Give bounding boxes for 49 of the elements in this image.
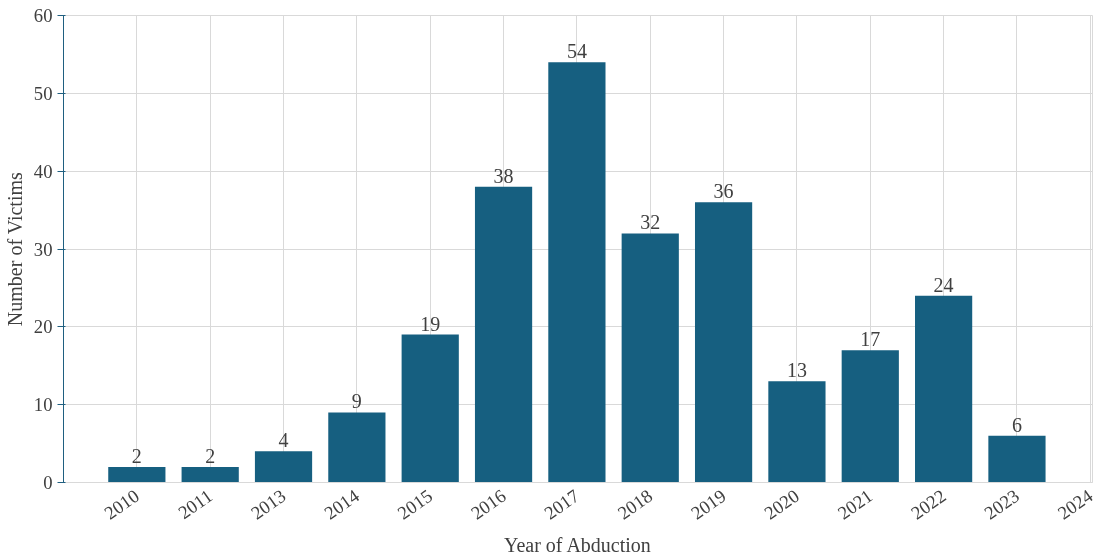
x-axis-title: Year of Abduction — [504, 533, 651, 556]
bar — [108, 466, 166, 483]
data-label: 32 — [640, 211, 661, 234]
bar — [328, 412, 386, 483]
x-tick-label: 2017 — [540, 484, 583, 524]
bar — [841, 350, 899, 483]
y-tick-label: 50 — [33, 82, 53, 104]
data-label: 9 — [351, 390, 362, 413]
y-tick-label: 30 — [33, 238, 53, 260]
bar — [181, 466, 239, 483]
x-tick-label: 2013 — [246, 484, 290, 524]
data-label: 19 — [420, 312, 441, 335]
x-tick-label: 2011 — [174, 484, 217, 524]
bar — [768, 381, 826, 483]
data-label: 24 — [933, 273, 954, 296]
x-tick-label: 2020 — [760, 484, 803, 524]
x-tick-label: 2014 — [320, 484, 364, 524]
x-tick-label: 2023 — [980, 484, 1023, 524]
y-tick-label: 10 — [33, 394, 53, 416]
x-tick-label: 2015 — [393, 484, 437, 524]
data-label: 54 — [566, 40, 587, 63]
data-label: 17 — [860, 328, 881, 351]
bar — [548, 62, 606, 483]
data-label: 2 — [131, 444, 142, 467]
data-label: 38 — [493, 164, 514, 187]
y-tick-label: 40 — [33, 160, 53, 182]
x-tick-label: 2024 — [1053, 484, 1097, 524]
bar — [694, 202, 753, 483]
bar — [401, 334, 459, 483]
data-label: 13 — [786, 359, 807, 382]
data-label: 6 — [1011, 413, 1022, 436]
data-label: 4 — [278, 429, 289, 452]
y-axis-title: Number of Victims — [3, 171, 26, 327]
data-label: 36 — [713, 180, 734, 203]
bar — [254, 451, 313, 483]
bar — [988, 435, 1046, 483]
y-tick-label: 20 — [33, 316, 53, 338]
x-tick-label: 2022 — [907, 484, 950, 524]
x-tick-label: 2018 — [613, 484, 657, 524]
data-label: 2 — [205, 444, 216, 467]
x-tick-label: 2010 — [100, 484, 143, 524]
y-tick-label: 60 — [33, 5, 53, 26]
x-tick-label: 2021 — [833, 484, 877, 524]
x-tick-label: 2016 — [466, 484, 510, 524]
bar — [474, 186, 533, 483]
x-tick-label: 2019 — [687, 484, 730, 524]
bar — [915, 295, 973, 483]
bar — [621, 233, 679, 483]
y-tick-label: 0 — [43, 472, 53, 493]
